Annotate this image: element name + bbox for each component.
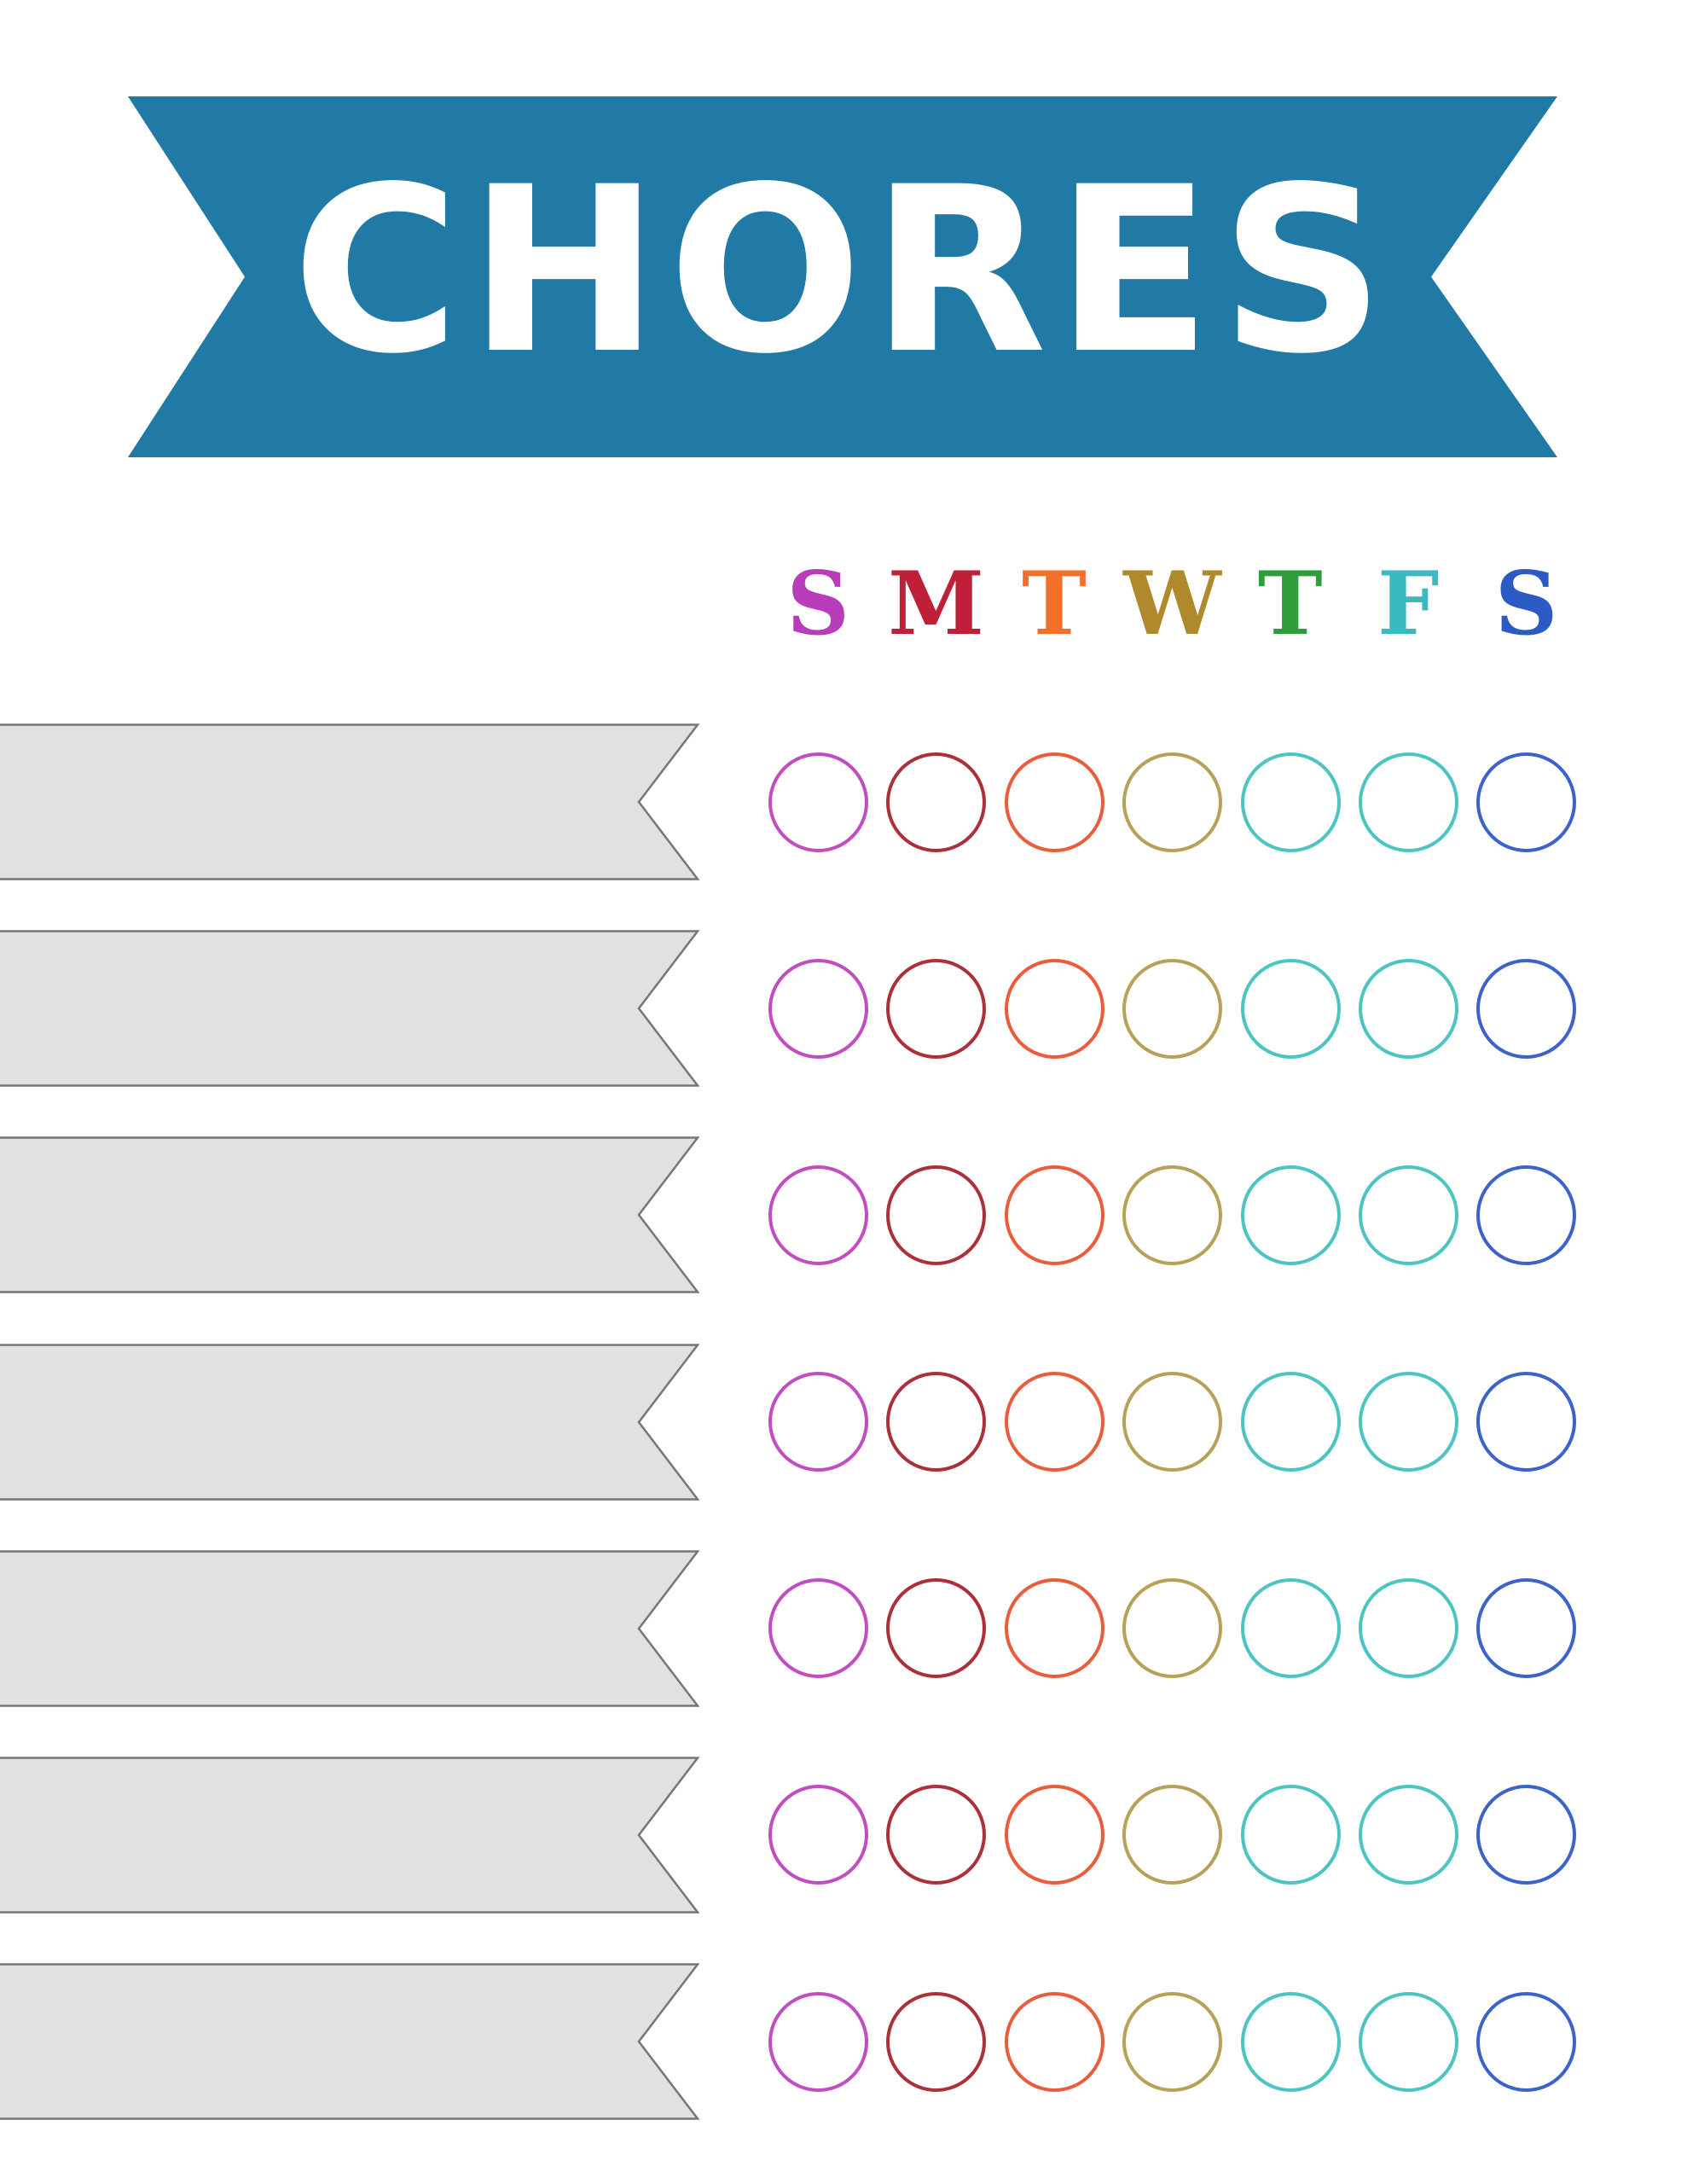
chore-row xyxy=(0,1549,1687,1707)
check-circle-tuesday[interactable] xyxy=(1004,958,1104,1059)
check-circle-wednesday[interactable] xyxy=(1122,1372,1223,1472)
day-letter-monday: M xyxy=(888,552,985,655)
chore-name-field[interactable] xyxy=(0,1136,701,1294)
day-letter-wednesday: W xyxy=(1123,552,1221,655)
check-circle-thursday[interactable] xyxy=(1240,1785,1341,1885)
check-circle-thursday[interactable] xyxy=(1240,752,1341,852)
check-circle-thursday[interactable] xyxy=(1240,1372,1341,1472)
check-circle-wednesday[interactable] xyxy=(1122,752,1223,852)
chore-name-banner-shape xyxy=(0,1963,700,2120)
day-letter-thursday: T xyxy=(1257,552,1323,655)
check-circle-saturday[interactable] xyxy=(1476,1165,1577,1265)
check-circle-friday[interactable] xyxy=(1359,958,1458,1059)
check-circle-thursday[interactable] xyxy=(1240,1165,1341,1265)
chore-name-field[interactable] xyxy=(0,1963,701,2120)
check-circle-monday[interactable] xyxy=(886,1372,987,1472)
chore-name-field[interactable] xyxy=(0,723,701,880)
chore-row xyxy=(0,930,1687,1087)
check-circle-wednesday[interactable] xyxy=(1122,1991,1223,2092)
day-letter-saturday: S xyxy=(1494,552,1558,655)
check-circle-monday[interactable] xyxy=(886,752,987,852)
check-circle-saturday[interactable] xyxy=(1476,1578,1577,1679)
chore-row xyxy=(0,1136,1687,1294)
chore-name-banner-shape xyxy=(0,930,700,1087)
check-circle-sunday[interactable] xyxy=(768,958,868,1059)
check-circle-sunday[interactable] xyxy=(768,752,868,852)
week-header: S M T W T F S xyxy=(759,550,1586,657)
check-circle-friday[interactable] xyxy=(1359,1578,1458,1679)
chore-row xyxy=(0,1757,1687,1914)
check-circle-friday[interactable] xyxy=(1359,1991,1458,2092)
check-circle-thursday[interactable] xyxy=(1240,1991,1341,2092)
chore-row xyxy=(0,723,1687,880)
check-circle-sunday[interactable] xyxy=(768,1165,868,1265)
chore-name-banner-shape xyxy=(0,1757,700,1914)
check-circle-monday[interactable] xyxy=(886,1578,987,1679)
chore-row xyxy=(0,1343,1687,1501)
check-circle-friday[interactable] xyxy=(1359,1785,1458,1885)
check-circle-saturday[interactable] xyxy=(1476,1991,1577,2092)
check-circle-friday[interactable] xyxy=(1359,1372,1458,1472)
chore-name-banner-shape xyxy=(0,1549,700,1707)
check-circle-monday[interactable] xyxy=(886,1991,987,2092)
check-circle-wednesday[interactable] xyxy=(1122,1165,1223,1265)
check-circle-sunday[interactable] xyxy=(768,1991,868,2092)
check-circle-sunday[interactable] xyxy=(768,1578,868,1679)
chore-name-field[interactable] xyxy=(0,930,701,1087)
check-circle-thursday[interactable] xyxy=(1240,1578,1341,1679)
check-circle-wednesday[interactable] xyxy=(1122,1578,1223,1679)
check-circle-monday[interactable] xyxy=(886,1785,987,1885)
check-circle-thursday[interactable] xyxy=(1240,958,1341,1059)
chore-name-banner-shape xyxy=(0,1136,700,1294)
check-circle-tuesday[interactable] xyxy=(1004,752,1104,852)
check-circle-saturday[interactable] xyxy=(1476,958,1577,1059)
chore-name-field[interactable] xyxy=(0,1757,701,1914)
day-letter-sunday: S xyxy=(786,552,850,655)
check-circle-tuesday[interactable] xyxy=(1004,1372,1104,1472)
check-circle-tuesday[interactable] xyxy=(1004,1578,1104,1679)
check-circle-monday[interactable] xyxy=(886,1165,987,1265)
check-circle-monday[interactable] xyxy=(886,958,987,1059)
check-circle-saturday[interactable] xyxy=(1476,1785,1577,1885)
chore-row xyxy=(0,1963,1687,2120)
chore-name-field[interactable] xyxy=(0,1549,701,1707)
page-title: CHORES xyxy=(292,137,1394,404)
check-circle-wednesday[interactable] xyxy=(1122,1785,1223,1885)
day-letter-tuesday: T xyxy=(1022,552,1087,655)
check-circle-sunday[interactable] xyxy=(768,1372,868,1472)
check-circle-saturday[interactable] xyxy=(1476,1372,1577,1472)
check-circle-wednesday[interactable] xyxy=(1122,958,1223,1059)
check-circle-friday[interactable] xyxy=(1359,1165,1458,1265)
check-circle-tuesday[interactable] xyxy=(1004,1165,1104,1265)
check-circle-tuesday[interactable] xyxy=(1004,1785,1104,1885)
chores-title-ribbon: CHORES xyxy=(128,96,1557,457)
chore-name-banner-shape xyxy=(0,1343,700,1501)
check-circle-tuesday[interactable] xyxy=(1004,1991,1104,2092)
chore-name-field[interactable] xyxy=(0,1343,701,1501)
check-circle-friday[interactable] xyxy=(1359,752,1458,852)
check-circle-sunday[interactable] xyxy=(768,1785,868,1885)
chore-name-banner-shape xyxy=(0,723,700,880)
check-circle-saturday[interactable] xyxy=(1476,752,1577,852)
day-letter-friday: F xyxy=(1377,552,1440,655)
